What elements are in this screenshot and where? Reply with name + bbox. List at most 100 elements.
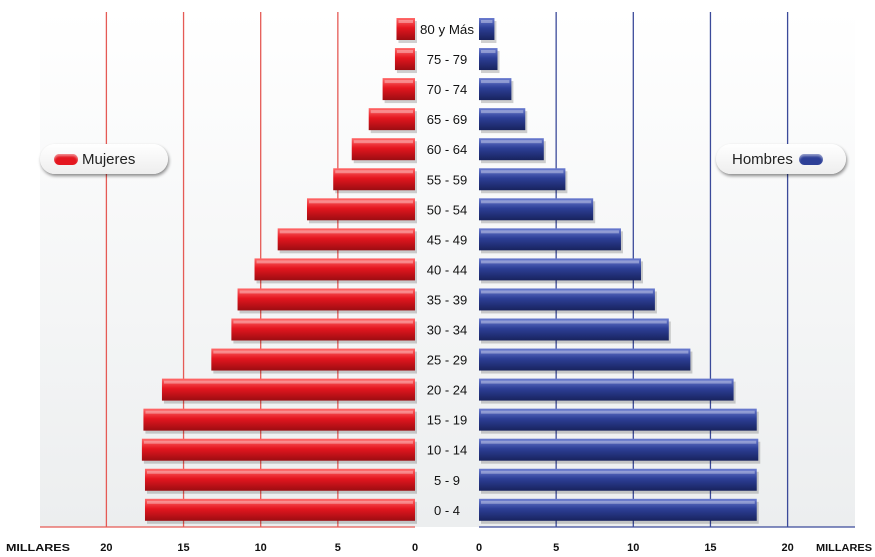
bar-highlight — [396, 50, 413, 54]
bar-highlight — [481, 170, 564, 174]
age-group-label: 45 - 49 — [427, 232, 467, 247]
bar-highlight — [481, 500, 755, 504]
x-unit-label-left: MILLARES — [6, 543, 70, 554]
men-bar — [479, 48, 498, 71]
age-group-label: 65 - 69 — [427, 112, 467, 127]
bar-highlight — [481, 200, 592, 204]
men-bar — [479, 18, 495, 40]
bar-highlight — [146, 500, 413, 504]
bar-highlight — [481, 290, 653, 294]
women-bar — [144, 498, 415, 521]
age-group-label: 35 - 39 — [427, 292, 467, 307]
legend-men: Hombres — [716, 144, 846, 174]
age-group-label: 15 - 19 — [427, 413, 467, 428]
age-group-label: 20 - 24 — [427, 383, 467, 398]
age-group-label: 10 - 14 — [427, 443, 467, 458]
men-bar — [479, 438, 759, 461]
men-bar — [479, 348, 691, 371]
bar-highlight — [279, 230, 413, 234]
men-bar — [479, 258, 642, 281]
bar-highlight — [481, 140, 542, 144]
men-bar — [479, 318, 669, 341]
age-group-label: 25 - 29 — [427, 353, 467, 368]
women-swatch-icon — [54, 153, 78, 165]
age-group-label: 55 - 59 — [427, 172, 467, 187]
bar-highlight — [481, 380, 732, 384]
bar-highlight — [239, 290, 413, 294]
women-bar — [394, 48, 415, 71]
women-bar — [254, 258, 415, 281]
women-bar — [141, 438, 415, 461]
bar-highlight — [481, 50, 496, 54]
bar-highlight — [481, 440, 757, 444]
bar-highlight — [481, 20, 493, 23]
bar-highlight — [146, 470, 413, 474]
men-bar — [479, 288, 655, 311]
bar-highlight — [163, 380, 413, 384]
bar-highlight — [145, 410, 413, 414]
men-swatch-icon — [798, 153, 823, 165]
x-tick-label-left: 15 — [177, 542, 189, 554]
legend-men-label: Hombres — [732, 150, 793, 168]
legend-women: Mujeres — [40, 144, 168, 174]
bar-highlight — [213, 350, 413, 354]
men-bar — [479, 468, 757, 491]
women-bar — [211, 348, 415, 371]
bar-highlight — [481, 320, 667, 324]
bar-highlight — [481, 470, 755, 474]
bar-highlight — [335, 170, 413, 174]
x-tick-label-right: 15 — [704, 542, 716, 554]
women-bar — [277, 228, 415, 251]
x-unit-label-right: MILLARES — [816, 543, 872, 554]
men-bar — [479, 378, 734, 401]
women-bar — [306, 198, 415, 221]
bar-highlight — [481, 110, 524, 114]
legend-women-label: Mujeres — [82, 150, 136, 168]
men-bar — [479, 78, 512, 101]
bar-highlight — [481, 80, 510, 84]
bar-highlight — [370, 110, 413, 114]
men-bar — [479, 408, 757, 431]
bar-highlight — [481, 350, 689, 354]
bar-highlight — [384, 80, 413, 84]
women-bar — [231, 318, 415, 341]
women-bar — [396, 18, 415, 40]
x-tick-label-left: 20 — [100, 542, 112, 554]
x-tick-label-right: 20 — [781, 542, 793, 554]
women-bar — [351, 138, 415, 161]
age-group-label: 80 y Más — [420, 22, 475, 37]
women-bar — [161, 378, 415, 401]
men-bar — [479, 228, 621, 251]
x-tick-label-right: 10 — [627, 542, 639, 554]
men-bar — [479, 108, 526, 131]
x-tick-label-left: 5 — [335, 542, 341, 554]
age-group-label: 60 - 64 — [427, 142, 467, 157]
men-bar — [479, 198, 594, 221]
women-bar — [237, 288, 415, 311]
age-group-label: 40 - 44 — [427, 262, 467, 277]
women-bar — [333, 168, 415, 191]
bar-highlight — [143, 440, 413, 444]
men-bar — [479, 138, 544, 161]
bar-highlight — [481, 260, 640, 264]
men-bar — [479, 168, 566, 191]
bar-highlight — [308, 200, 413, 204]
bar-highlight — [398, 20, 413, 23]
age-group-label: 0 - 4 — [434, 503, 460, 518]
bar-highlight — [233, 320, 413, 324]
age-group-label: 30 - 34 — [427, 323, 467, 338]
x-tick-label-left: 10 — [255, 542, 267, 554]
bar-highlight — [256, 260, 413, 264]
age-group-label: 50 - 54 — [427, 202, 467, 217]
women-bar — [382, 78, 415, 101]
women-bar — [143, 408, 415, 431]
bar-highlight — [481, 410, 755, 414]
age-group-label: 70 - 74 — [427, 82, 467, 97]
x-tick-label-left: 0 — [412, 542, 418, 554]
bar-highlight — [353, 140, 413, 144]
x-tick-label-right: 0 — [476, 542, 482, 554]
women-bar — [144, 468, 415, 491]
bar-highlight — [481, 230, 619, 234]
